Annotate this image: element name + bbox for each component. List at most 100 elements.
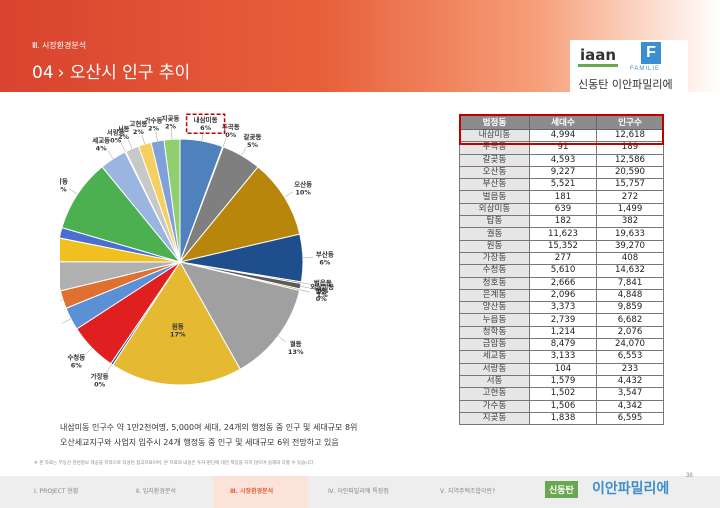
nav-item-market[interactable]: Ⅲ. 시장환경분석	[230, 488, 274, 495]
slice-label: 외삼미동	[310, 282, 334, 291]
table-row: 누읍동 2,739 6,682	[459, 313, 664, 327]
cell-population: 6,682	[596, 313, 664, 327]
nav-item-housing-union[interactable]: Ⅴ. 지역주택조합이란?	[440, 488, 496, 495]
cell-population: 382	[596, 215, 664, 229]
slice-percent: 0%	[225, 131, 237, 139]
leader-line	[61, 318, 72, 324]
cell-population: 4,432	[596, 374, 664, 389]
cell-population: 7,841	[596, 276, 664, 290]
cell-dong: 양산동	[459, 301, 530, 315]
cell-households: 8,479	[529, 338, 597, 352]
table-row: 탑동 182 382	[459, 215, 664, 229]
cell-households: 2,666	[529, 276, 597, 290]
bottom-nav	[0, 476, 720, 508]
cell-population: 15,757	[596, 178, 664, 192]
slice-label: 서랑동	[107, 128, 125, 137]
slice-label: 서동	[118, 124, 130, 133]
table-row: 벌음동 181 272	[459, 190, 664, 204]
cell-households: 182	[529, 215, 597, 229]
cell-population: 4,342	[596, 399, 664, 413]
cell-households: 1,214	[529, 325, 597, 340]
table-row: 양산동 3,373 9,859	[459, 301, 664, 315]
nav-item-project[interactable]: Ⅰ. PROJECT 현황	[34, 488, 79, 495]
cell-dong: 서동	[459, 374, 530, 389]
cell-dong: 가장동	[459, 251, 530, 266]
population-pie-chart: 내삼미동 6% 두곡동 0% 갈곶동 5% 오산동 10% 부산동 6% 벌음동 0% 외삼미동 1% 탑동…	[27, 100, 400, 410]
highlight-label-box	[185, 113, 226, 134]
leader-line	[284, 191, 294, 198]
cell-households: 4,593	[529, 153, 597, 167]
table-row: 청학동 1,214 2,076	[459, 325, 664, 340]
leader-line	[127, 139, 133, 149]
slice-label: 가수동	[145, 115, 163, 124]
cell-dong: 가수동	[459, 399, 530, 413]
cell-households: 1,506	[529, 399, 597, 413]
table-row: 청호동 2,666 7,841	[459, 276, 664, 290]
cell-population: 408	[596, 251, 664, 266]
table-row: 갈곶동 4,593 12,586	[459, 153, 664, 167]
slice-percent: 6%	[71, 362, 83, 370]
table-row: 금암동 8,479 24,070	[459, 338, 664, 352]
cell-dong: 지곶동	[459, 411, 530, 426]
slice-label: 벌음동	[314, 278, 332, 287]
cell-households: 104	[529, 362, 597, 376]
slice-label: 탑동	[315, 286, 327, 295]
table-row: 부산동 5,521 15,757	[459, 178, 664, 192]
table-row: 외삼미동 639 1,499	[459, 202, 664, 217]
leader-line	[68, 188, 78, 195]
slice-label: 금암동	[60, 176, 68, 185]
leader-line	[141, 134, 145, 145]
cell-households: 1,579	[529, 374, 597, 389]
cell-households: 1,838	[529, 411, 597, 426]
cell-population: 233	[596, 362, 664, 376]
slice-percent: 0%	[110, 137, 122, 145]
cell-population: 19,633	[596, 227, 664, 241]
table-row: 세교동 3,133 6,553	[459, 350, 664, 364]
header-households: 세대수	[529, 114, 597, 130]
leader-line	[107, 150, 114, 159]
table-row: 고현동 1,502 3,547	[459, 387, 664, 401]
slice-percent: 5%	[247, 141, 259, 149]
leader-line	[106, 364, 112, 373]
table-row: 가수동 1,506 4,342	[459, 399, 664, 413]
page-number: 38	[686, 473, 693, 479]
slice-label: 궐동	[290, 339, 302, 348]
leader-line	[299, 289, 310, 293]
leader-line	[278, 335, 287, 343]
cell-population: 6,595	[596, 411, 664, 426]
table-row: 서동 1,579 4,432	[459, 374, 664, 389]
cell-dong: 부산동	[459, 178, 530, 192]
slice-percent: 0%	[316, 295, 328, 303]
leader-line	[300, 286, 311, 289]
pie-slice	[112, 261, 241, 386]
table-row: 원동 15,352 39,270	[459, 239, 664, 253]
slice-percent: 6%	[319, 258, 331, 266]
slice-label: 갈곶동	[244, 132, 262, 141]
nav-item-location[interactable]: Ⅱ. 입지환경분석	[136, 488, 176, 495]
table-row: 내삼미동 4,994 12,618	[459, 128, 664, 143]
table-header-row: 법정동 세대수 인구수	[459, 114, 664, 130]
population-table: 법정동 세대수 인구수 내삼미동 4,994 12,618 두곡동 91 189 갈곶동 4,…	[459, 114, 664, 426]
nav-item-features[interactable]: Ⅳ. 이안파밀리에 특장점	[328, 488, 389, 495]
page-title: 04 › 오산시 인구 추이	[32, 58, 190, 83]
slice-percent: 10%	[295, 189, 311, 197]
table-row: 궐동 11,623 19,633	[459, 227, 664, 241]
cell-population: 24,070	[596, 338, 664, 352]
cell-population: 9,859	[596, 301, 664, 315]
slice-label: 내삼미동	[194, 115, 218, 124]
cell-households: 5,610	[529, 264, 597, 278]
cell-households: 639	[529, 202, 597, 217]
cell-households: 4,994	[529, 128, 597, 143]
cell-population: 20,590	[596, 165, 664, 180]
slice-percent: 13%	[288, 348, 304, 356]
cell-dong: 탑동	[459, 215, 530, 229]
cell-dong: 수청동	[459, 264, 530, 278]
slice-label: 지곶동	[162, 113, 180, 122]
slice-percent: 17%	[170, 331, 186, 339]
slice-percent: 2%	[133, 128, 145, 136]
slice-percent: 2%	[118, 133, 130, 141]
slice-percent: 2%	[148, 124, 160, 132]
footer-brand: 이안파밀리에	[592, 481, 670, 497]
slice-percent: 0%	[94, 380, 106, 388]
